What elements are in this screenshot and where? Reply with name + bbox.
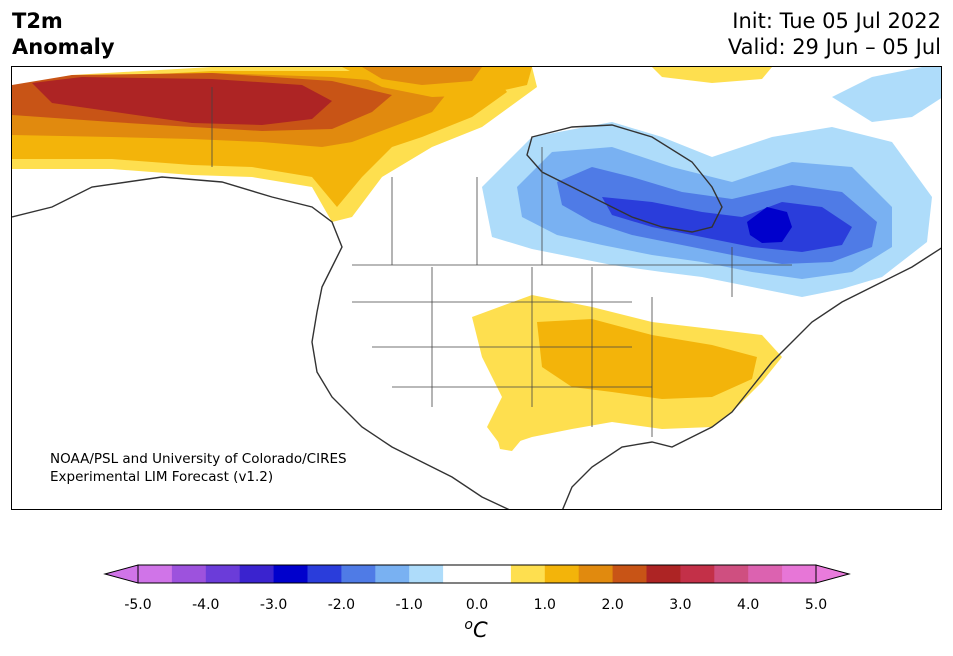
colorbar-cell: [612, 565, 647, 583]
colorbar-tick-label: -2.0: [327, 597, 356, 613]
colorbar-outline: [137, 564, 817, 584]
warm-region-northwest-red: [32, 77, 332, 125]
colorbar-cell: [544, 565, 580, 583]
init-date: Init: Tue 05 Jul 2022: [732, 9, 941, 33]
colorbar: [103, 564, 851, 584]
colorbar-cell: [477, 565, 512, 583]
colorbar-tick-label: -4.0: [192, 597, 220, 613]
warm-region-northeast-top: [652, 67, 772, 83]
colorbar-cell: [138, 565, 173, 583]
credit-line-1: NOAA/PSL and University of Colorado/CIRE…: [50, 451, 347, 467]
title-variable: T2m: [12, 9, 63, 33]
cold-region-deep: [602, 197, 852, 252]
colorbar-cell: [205, 565, 241, 583]
credit-text: NOAA/PSL and University of Colorado/CIRE…: [50, 450, 347, 486]
date-info: Init: Tue 05 Jul 2022 Valid: 29 Jun – 05…: [728, 8, 941, 60]
title-type: Anomaly: [12, 35, 115, 59]
colorbar-cell: [341, 565, 376, 583]
colorbar-under-arrow: [103, 564, 139, 584]
valid-range: Valid: 29 Jun – 05 Jul: [727, 35, 941, 59]
colorbar-cell: [375, 565, 410, 583]
colorbar-cell: [307, 565, 342, 583]
colorbar-cell: [443, 565, 478, 583]
colorbar-tick-label: 5.0: [804, 597, 828, 613]
colorbar-tick-label: -5.0: [124, 597, 152, 613]
unit-base: C: [472, 618, 488, 642]
cold-region-far-northeast: [832, 67, 941, 122]
colorbar-cell: [510, 565, 546, 583]
borders: [211, 87, 792, 437]
colorbar-cell: [714, 565, 749, 583]
coastlines: [12, 124, 941, 509]
warm-region-north-orange: [362, 67, 482, 85]
colorbar-cell: [409, 565, 444, 583]
colorbar-cells: [138, 565, 817, 583]
colorbar-tick-label: 0.0: [465, 597, 489, 613]
colorbar-over-arrow: [815, 564, 851, 584]
colorbar-tick-label: 2.0: [601, 597, 624, 613]
colorbar-cell: [578, 565, 614, 583]
colorbar-cell: [748, 565, 783, 583]
colorbar-tick-labels: -5.0 -4.0 -3.0 -2.0 -1.0 0.0 1.0 2.0 3.0 4.0 5.0: [0, 597, 953, 617]
colorbar-tick-label: 4.0: [737, 597, 760, 613]
colorbar-tick-label: -3.0: [259, 597, 288, 613]
cold-region-core: [747, 207, 792, 243]
colorbar-cell: [680, 565, 715, 583]
credit-line-2: Experimental LIM Forecast (v1.2): [50, 469, 274, 485]
colorbar-tick-label: 1.0: [533, 597, 556, 613]
colorbar-cell: [239, 565, 275, 583]
colorbar-cell: [273, 565, 308, 583]
colorbar-tick-label: -1.0: [395, 597, 423, 613]
warm-region-southwest-small: [497, 429, 522, 451]
unit-degree: o: [464, 617, 473, 633]
colorbar-unit: oC: [464, 617, 487, 642]
colorbar-cell: [171, 565, 207, 583]
anomaly-map: NOAA/PSL and University of Colorado/CIRE…: [11, 66, 942, 510]
colorbar-cell: [782, 565, 817, 583]
map-title: T2m Anomaly: [12, 8, 115, 60]
map-canvas: [12, 67, 941, 509]
colorbar-tick-label: 3.0: [669, 597, 692, 613]
colorbar-cell: [646, 565, 681, 583]
